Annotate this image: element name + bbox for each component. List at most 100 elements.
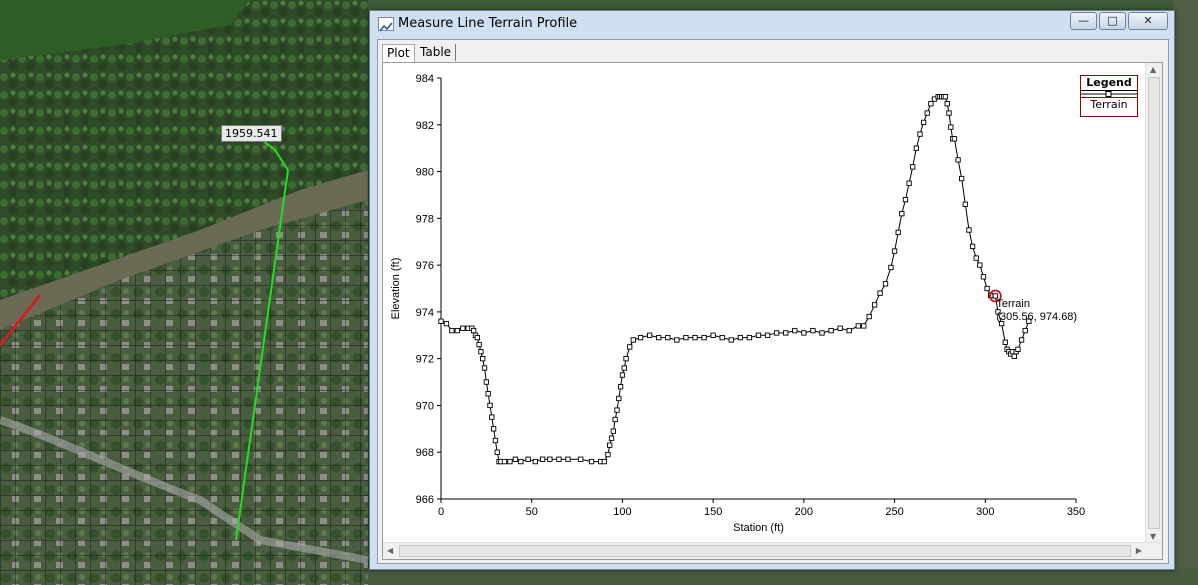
terrain-data-point — [944, 101, 950, 107]
highlight-marker — [988, 289, 1002, 303]
y-tick-label: 966 — [416, 494, 434, 506]
x-tick-label: 350 — [1067, 506, 1085, 518]
terrain-data-point — [443, 320, 450, 327]
terrain-data-point — [1018, 337, 1025, 343]
terrain-profile-chart[interactable]: 966 968 970 972 974 976 978 980 982 984 0 50 100 150 2… — [383, 63, 1146, 543]
mesh-grid — [0, 200, 368, 585]
terrain-data-point — [481, 365, 488, 371]
tooltip-coordinates: (305.56, 974.68) — [996, 311, 1077, 323]
terrain-data-point — [951, 136, 958, 142]
terrain-data-point — [623, 356, 629, 362]
scroll-up-icon[interactable]: ▲ — [1150, 65, 1157, 74]
vertical-scroll-thumb[interactable] — [1148, 77, 1160, 529]
terrain-data-point — [783, 330, 789, 336]
maximize-button[interactable]: □ — [1099, 12, 1126, 30]
terrain-data-point — [801, 330, 807, 336]
terrain-data-point — [710, 332, 716, 338]
terrain-data-point — [485, 391, 491, 397]
terrain-data-point — [828, 327, 834, 334]
terrain-data-point — [1022, 327, 1028, 334]
terrain-data-point — [737, 334, 744, 341]
terrain-data-point — [630, 337, 636, 343]
vertical-scrollbar[interactable]: ▲ ▼ — [1145, 63, 1162, 543]
terrain-data-point — [489, 414, 495, 420]
terrain-data-point — [665, 334, 671, 341]
y-tick-label: 982 — [416, 120, 434, 132]
x-tick-label: 50 — [526, 506, 538, 518]
terrain-data-point — [837, 325, 843, 331]
terrain-data-point — [518, 458, 524, 465]
y-tick-label: 980 — [416, 167, 434, 179]
terrain-data-point — [501, 458, 508, 465]
terrain-data-point — [755, 332, 762, 338]
tab-plot[interactable]: Plot — [382, 44, 415, 62]
scroll-right-icon[interactable]: ▶ — [1135, 546, 1142, 555]
river — [0, 170, 368, 330]
terrain-data-point — [674, 337, 680, 343]
terrain-data-point — [438, 318, 444, 324]
x-tick-label: 100 — [613, 506, 631, 518]
legend-entry: Terrain — [1081, 97, 1137, 112]
terrain-data-point — [948, 124, 954, 130]
tab-table[interactable]: Table — [416, 44, 457, 61]
terrain-data-point — [512, 456, 519, 462]
y-tick-label: 984 — [416, 73, 434, 85]
terrain-data-point — [973, 255, 979, 261]
terrain-data-point — [995, 309, 1001, 315]
terrain-data-point — [1026, 318, 1032, 324]
terrain-data-point — [474, 334, 480, 341]
terrain-data-point — [792, 327, 798, 334]
y-tick-label: 976 — [416, 260, 434, 272]
terrain-data-point — [992, 293, 999, 299]
terrain-data-point — [942, 94, 949, 100]
terrain-profile-window[interactable]: Measure Line Terrain Profile — □ ✕ Plot … — [369, 10, 1175, 570]
terrain-data-point — [1002, 339, 1008, 345]
terrain-data-point — [962, 201, 968, 207]
terrain-data-point — [683, 334, 689, 341]
terrain-data-point — [910, 164, 916, 170]
terrain-data-point — [984, 285, 990, 292]
terrain-data-point — [601, 458, 607, 465]
title-bar[interactable]: Measure Line Terrain Profile — □ ✕ — [370, 11, 1174, 37]
terrain-data-point — [888, 264, 894, 271]
terrain-data-point — [490, 426, 497, 432]
terrain-data-point — [692, 334, 698, 341]
terrain-data-point — [610, 428, 617, 434]
window-client-area: Plot Table 966 968 970 972 974 976 978 980 982 98… — [377, 39, 1169, 564]
terrain-data-point — [719, 334, 725, 341]
terrain-data-point — [810, 327, 816, 334]
terrain-data-point — [617, 384, 624, 390]
legend-box: Legend Terrain — [1080, 75, 1138, 117]
terrain-data-point — [578, 456, 584, 462]
y-tick-label: 968 — [416, 447, 434, 459]
terrain-data-point — [980, 274, 987, 280]
horizontal-scrollbar[interactable]: ◀ ▶ — [383, 542, 1162, 559]
horizontal-scroll-thumb[interactable] — [399, 545, 1131, 557]
terrain-data-point — [998, 320, 1005, 327]
terrain-data-point — [656, 334, 662, 341]
scroll-left-icon[interactable]: ◀ — [387, 546, 394, 555]
terrain-series-line — [440, 96, 1030, 463]
terrain-data-point — [866, 313, 872, 320]
terrain-data-point — [614, 407, 620, 413]
terrain-data-point — [539, 456, 546, 462]
y-tick-label: 972 — [416, 354, 434, 366]
terrain-data-point — [478, 349, 484, 355]
terrain-data-point — [608, 435, 615, 441]
terrain-data-point — [532, 458, 538, 465]
terrain-data-point — [627, 344, 633, 350]
terrain-data-point — [588, 458, 595, 465]
close-button[interactable]: ✕ — [1128, 12, 1168, 30]
terrain-data-point — [1015, 346, 1021, 352]
terrain-data-point — [899, 211, 905, 217]
scroll-down-icon[interactable]: ▼ — [1150, 532, 1157, 541]
measure-line[interactable] — [235, 169, 289, 541]
terrain-data-point — [882, 281, 889, 287]
window-title: Measure Line Terrain Profile — [398, 16, 578, 31]
minimize-button[interactable]: — — [1070, 12, 1097, 30]
terrain-data-point — [928, 101, 934, 107]
terrain-data-point — [460, 325, 466, 331]
y-tick-label: 970 — [416, 400, 434, 412]
terrain-data-point — [619, 372, 626, 378]
plot-pane[interactable]: 966 968 970 972 974 976 978 980 982 984 0 50 100 150 2… — [382, 62, 1163, 560]
